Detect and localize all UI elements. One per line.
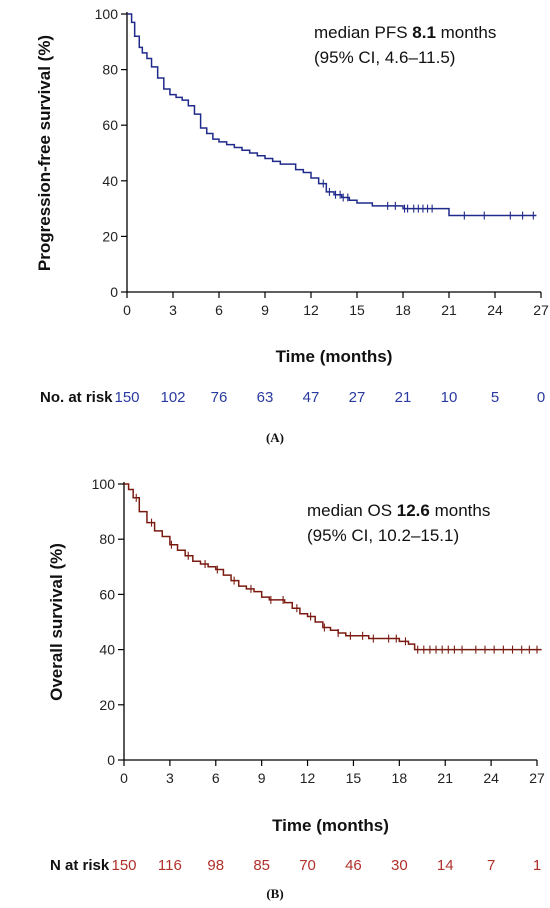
panel-label: (A): [266, 430, 284, 445]
x-tick-label: 24: [487, 302, 503, 318]
y-tick-label: 60: [99, 586, 115, 602]
median-annotation: median PFS 8.1 months: [314, 23, 496, 42]
risk-table-value: 27: [349, 389, 366, 406]
risk-table-value: 150: [114, 389, 139, 406]
x-tick-label: 18: [395, 302, 411, 318]
x-tick-label: 6: [212, 770, 220, 786]
y-tick-label: 0: [107, 752, 115, 768]
median-unit: months: [436, 23, 496, 42]
survival-curve: [127, 13, 537, 217]
risk-table-value: 14: [437, 857, 454, 874]
risk-table-value: 102: [160, 389, 185, 406]
risk-table-value: 7: [487, 857, 495, 874]
x-tick-label: 21: [437, 770, 453, 786]
median-label: median OS: [307, 501, 397, 520]
risk-table-value: 10: [441, 389, 458, 406]
median-unit: months: [430, 501, 490, 520]
x-tick-label: 21: [441, 302, 457, 318]
median-value: 8.1: [412, 23, 436, 42]
risk-table-label: No. at risk: [40, 389, 113, 406]
median-label: median PFS: [314, 23, 412, 42]
risk-table-value: 46: [345, 857, 362, 874]
risk-table-value: 116: [158, 857, 182, 874]
risk-table-value: 47: [303, 389, 320, 406]
risk-table-value: 5: [491, 389, 499, 406]
x-tick-label: 0: [123, 302, 131, 318]
x-tick-label: 24: [483, 770, 499, 786]
x-tick-label: 6: [215, 302, 223, 318]
y-axis-label: Progression-free survival (%): [35, 35, 54, 271]
chart-panel-b: 0 20 40 60 80 100 0 3 6 9 12 15 18 21 24 27 Time (months…: [47, 476, 545, 901]
y-tick-label: 100: [95, 6, 119, 22]
x-tick-label: 9: [258, 770, 266, 786]
y-tick-label: 80: [102, 62, 118, 78]
x-tick-label: 3: [169, 302, 177, 318]
risk-table-value: 70: [299, 857, 316, 874]
y-tick-label: 40: [102, 173, 118, 189]
y-axis-label: Overall survival (%): [47, 543, 66, 701]
y-tick-label: 40: [99, 642, 115, 658]
risk-table-value: 85: [253, 857, 270, 874]
risk-table-value: 30: [391, 857, 408, 874]
risk-table-label: N at risk: [50, 857, 110, 874]
x-tick-label: 3: [166, 770, 174, 786]
panel-label: (B): [266, 886, 283, 901]
x-tick-label: 15: [349, 302, 365, 318]
survival-curve: [124, 483, 542, 651]
x-tick-label: 12: [303, 302, 319, 318]
x-axis-label: Time (months): [272, 816, 389, 835]
risk-table-value: 1: [533, 857, 541, 874]
risk-table-value: 76: [211, 389, 228, 406]
x-tick-label: 27: [533, 302, 549, 318]
risk-table-value: 0: [537, 389, 545, 406]
y-tick-label: 20: [99, 697, 115, 713]
risk-table-value: 21: [395, 389, 412, 406]
median-value: 12.6: [397, 501, 430, 520]
confidence-interval: (95% CI, 4.6–11.5): [314, 48, 455, 67]
x-tick-label: 0: [120, 770, 128, 786]
median-annotation: median OS 12.6 months: [307, 501, 490, 520]
x-axis-label: Time (months): [276, 347, 393, 366]
risk-table-value: 150: [111, 857, 136, 874]
x-tick-label: 12: [300, 770, 316, 786]
risk-table-value: 63: [257, 389, 274, 406]
x-tick-label: 15: [346, 770, 362, 786]
y-tick-label: 100: [92, 476, 116, 492]
y-tick-label: 80: [99, 531, 115, 547]
confidence-interval: (95% CI, 10.2–15.1): [307, 526, 459, 545]
risk-table-value: 98: [207, 857, 224, 874]
x-tick-label: 18: [392, 770, 408, 786]
y-tick-label: 20: [102, 228, 118, 244]
y-tick-label: 60: [102, 117, 118, 133]
y-tick-label: 0: [110, 284, 118, 300]
x-tick-label: 9: [261, 302, 269, 318]
x-tick-label: 27: [529, 770, 545, 786]
